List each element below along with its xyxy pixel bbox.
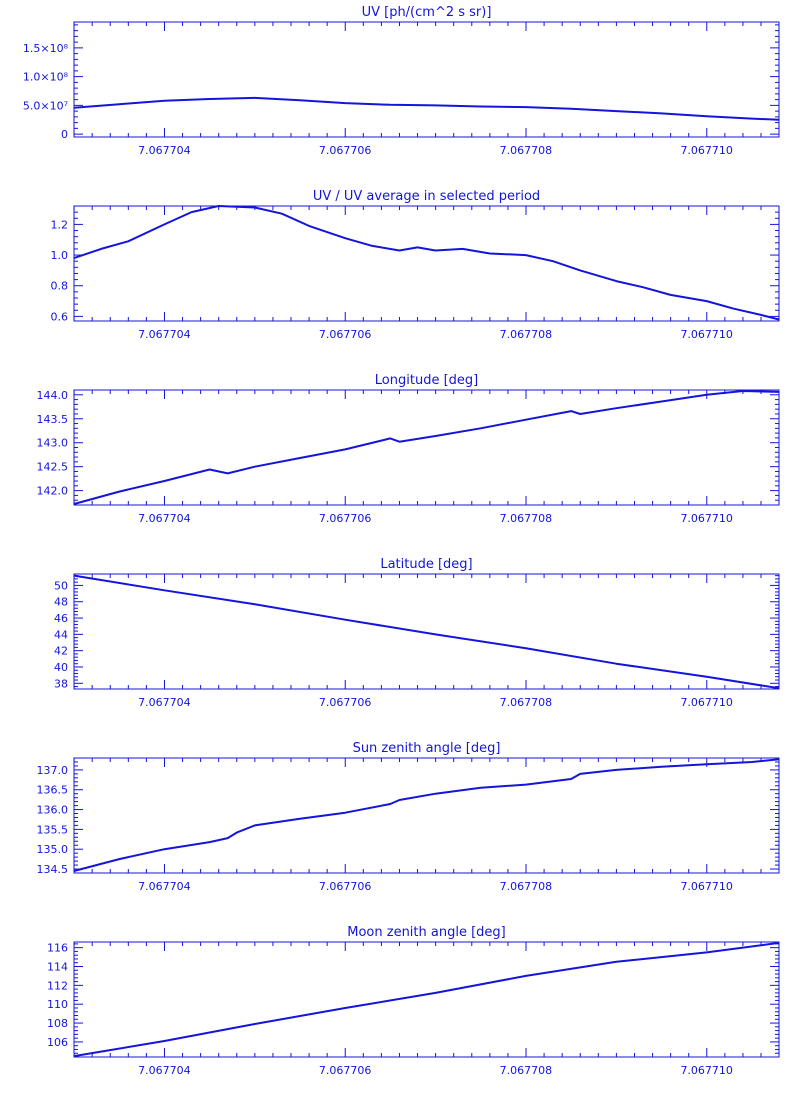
y-tick-label: 136.5 [37, 784, 69, 797]
x-tick-label: 7.067706 [319, 328, 372, 341]
y-tick-label: 114 [47, 961, 68, 974]
x-tick-label: 7.067708 [500, 880, 553, 893]
x-tick-label: 7.067706 [319, 696, 372, 709]
x-tick-label: 7.067704 [138, 696, 191, 709]
x-tick-label: 7.067704 [138, 1064, 191, 1077]
chart-panel-2: UV / UV average in selected period 7.0677… [51, 189, 780, 341]
plot-frame [73, 389, 780, 506]
y-tick-label: 48 [54, 596, 68, 609]
y-tick-label: 50 [54, 579, 68, 592]
x-tick-label: 7.067708 [500, 144, 553, 157]
chart-title: Moon zenith angle [deg] [347, 925, 505, 940]
series-line-1 [73, 205, 780, 321]
x-tick-label: 7.067710 [680, 1064, 733, 1077]
plot-frame [73, 941, 780, 1058]
plot-frame [73, 757, 780, 874]
chart-title: Longitude [deg] [375, 373, 478, 388]
y-tick-label: 134.5 [37, 863, 69, 876]
y-tick-label: 44 [54, 628, 68, 641]
chart-title: Sun zenith angle [deg] [353, 741, 501, 756]
y-tick-label: 40 [54, 661, 68, 674]
y-tick-label: 1.5×10⁸ [23, 42, 69, 55]
y-tick-label: 0.8 [51, 280, 69, 293]
chart-panel-3: Longitude [deg] 7.067704 7.067706 7.067708 7… [37, 373, 780, 525]
x-tick-label: 7.067708 [500, 1064, 553, 1077]
y-tick-label: 46 [54, 612, 68, 625]
y-tick-label: 1.0×10⁸ [23, 71, 69, 84]
series-line-1 [73, 96, 780, 121]
x-tick-label: 7.067704 [138, 144, 191, 157]
x-tick-label: 7.067706 [319, 144, 372, 157]
plot-frame [73, 205, 780, 322]
x-tick-label: 7.067708 [500, 512, 553, 525]
series-line-1 [73, 390, 780, 505]
y-tick-label: 38 [54, 677, 68, 690]
y-tick-label: 136.0 [37, 804, 69, 817]
plot-frame [73, 21, 780, 138]
series-line-1 [73, 758, 780, 872]
x-tick-label: 7.067710 [680, 512, 733, 525]
y-tick-label: 143.0 [37, 437, 69, 450]
x-tick-label: 7.067706 [319, 1064, 372, 1077]
y-tick-label: 110 [47, 998, 68, 1011]
y-tick-label: 42 [54, 645, 68, 658]
chart-title: UV / UV average in selected period [313, 189, 540, 204]
x-tick-label: 7.067704 [138, 328, 191, 341]
x-tick-label: 7.067706 [319, 880, 372, 893]
y-tick-label: 0 [61, 128, 68, 141]
x-tick-label: 7.067704 [138, 512, 191, 525]
y-tick-label: 1.0 [51, 249, 69, 262]
y-tick-label: 116 [47, 942, 68, 955]
y-tick-label: 112 [47, 979, 68, 992]
y-tick-label: 135.0 [37, 843, 69, 856]
chart-panel-6: Moon zenith angle [deg] 7.067704 7.067706 7… [47, 925, 780, 1077]
chart-title: Latitude [deg] [380, 557, 472, 572]
x-tick-label: 7.067710 [680, 880, 733, 893]
chart-panel-1: UV [ph/(cm^2 s sr)] 7.067704 7.067706 7.067… [23, 5, 780, 157]
y-tick-label: 108 [47, 1017, 68, 1030]
x-tick-label: 7.067708 [500, 696, 553, 709]
x-tick-label: 7.067708 [500, 328, 553, 341]
x-tick-label: 7.067710 [680, 328, 733, 341]
x-tick-label: 7.067710 [680, 696, 733, 709]
y-tick-label: 137.0 [37, 764, 69, 777]
y-tick-label: 143.5 [37, 413, 69, 426]
y-tick-label: 5.0×10⁷ [23, 99, 68, 112]
y-tick-label: 144.0 [37, 389, 69, 402]
x-tick-label: 7.067710 [680, 144, 733, 157]
series-line-1 [73, 941, 780, 1058]
chart-title: UV [ph/(cm^2 s sr)] [362, 5, 492, 20]
y-tick-label: 0.6 [51, 310, 69, 323]
y-tick-label: 142.0 [37, 485, 69, 498]
x-tick-label: 7.067706 [319, 512, 372, 525]
x-tick-label: 7.067704 [138, 880, 191, 893]
chart-panel-5: Sun zenith angle [deg] 7.067704 7.067706 7.… [37, 741, 780, 893]
y-tick-label: 1.2 [51, 218, 69, 231]
y-tick-label: 142.5 [37, 461, 69, 474]
chart-panel-4: Latitude [deg] 7.067704 7.067706 7.067708 7.… [54, 557, 780, 709]
y-tick-label: 135.5 [37, 823, 69, 836]
series-line-1 [73, 574, 780, 690]
y-tick-label: 106 [47, 1036, 68, 1049]
